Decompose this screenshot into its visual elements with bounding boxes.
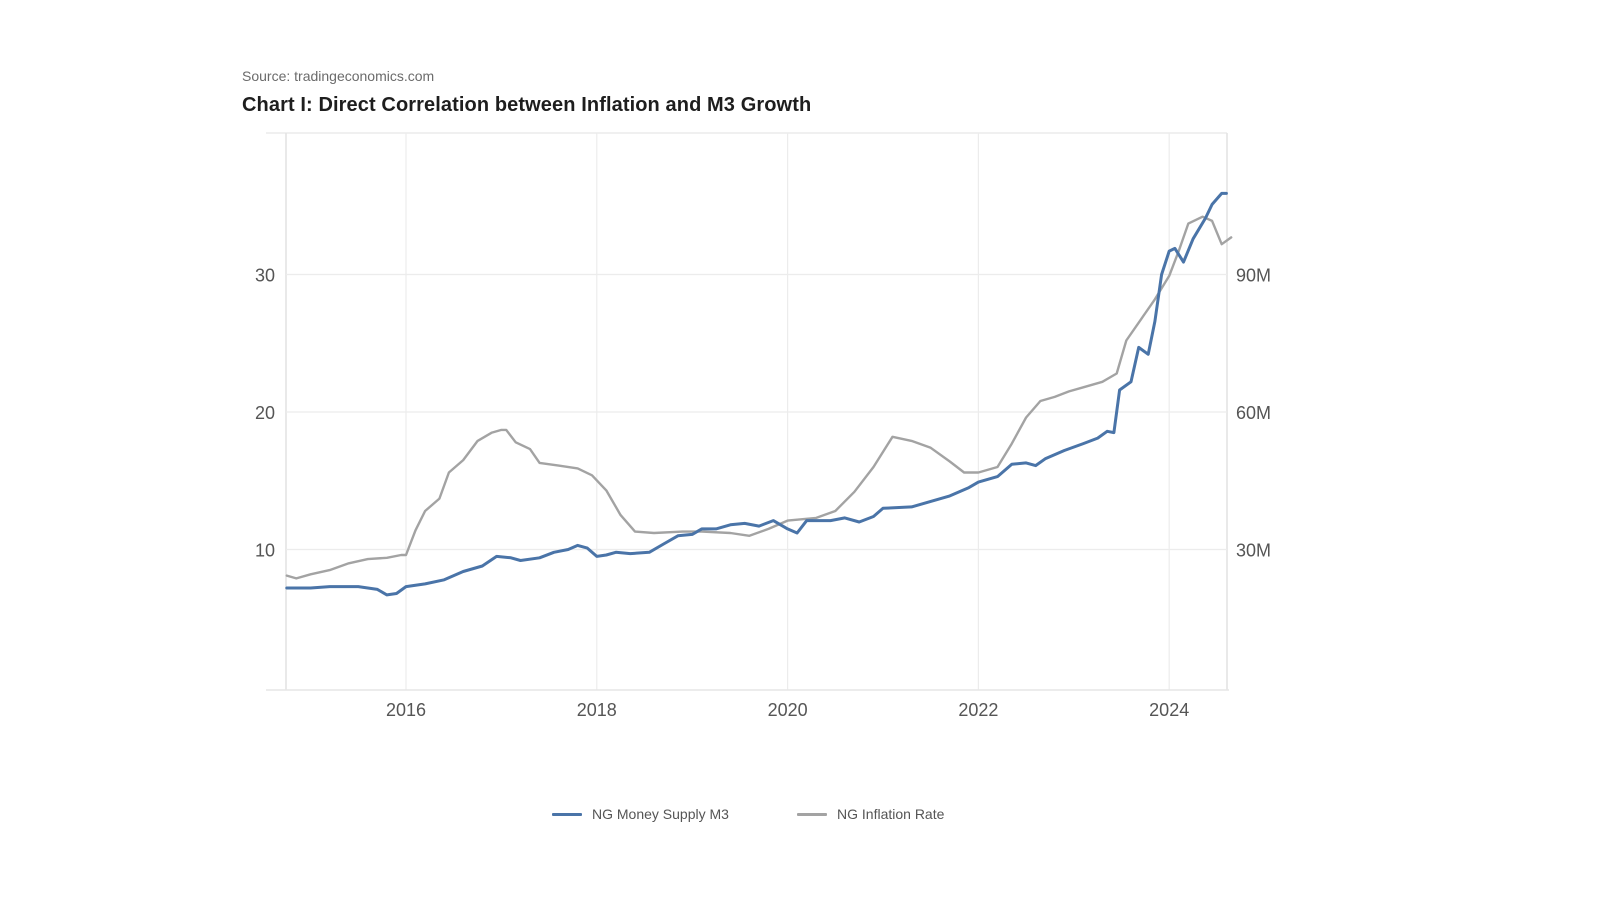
chart-source: Source: tradingeconomics.com — [242, 68, 435, 84]
series-line-m3 — [285, 191, 1228, 597]
legend-swatch-inflation — [797, 812, 827, 816]
legend-item-m3[interactable]: NG Money Supply M3 — [552, 806, 729, 822]
series-lines — [285, 191, 1233, 597]
y-left-tick-label-30: 30 — [255, 266, 275, 286]
y-right-tick-label-90M: 90M — [1236, 266, 1271, 286]
y-right-tick-label-30M: 30M — [1236, 541, 1271, 561]
legend: NG Money Supply M3 NG Inflation Rate — [0, 806, 1600, 826]
y-right-tick-label-60M: 60M — [1236, 403, 1271, 423]
tick-labels: 2016 2018 2020 2022 2024 10 20 30 30M 60M 90M — [255, 266, 1271, 721]
x-tick-label-2024: 2024 — [1149, 700, 1189, 720]
y-left-tick-label-10: 10 — [255, 541, 275, 561]
x-tick-label-2016: 2016 — [386, 700, 426, 720]
x-tick-label-2020: 2020 — [768, 700, 808, 720]
series-line-inflation — [285, 215, 1233, 580]
x-tick-label-2022: 2022 — [958, 700, 998, 720]
legend-label-inflation: NG Inflation Rate — [837, 806, 945, 822]
legend-label-m3: NG Money Supply M3 — [592, 806, 729, 822]
grid — [266, 132, 1228, 690]
chart-title: Chart I: Direct Correlation between Infl… — [242, 94, 812, 116]
y-left-tick-label-20: 20 — [255, 403, 275, 423]
x-tick-label-2018: 2018 — [577, 700, 617, 720]
legend-item-inflation[interactable]: NG Inflation Rate — [797, 806, 944, 822]
legend-swatch-m3 — [552, 812, 582, 816]
